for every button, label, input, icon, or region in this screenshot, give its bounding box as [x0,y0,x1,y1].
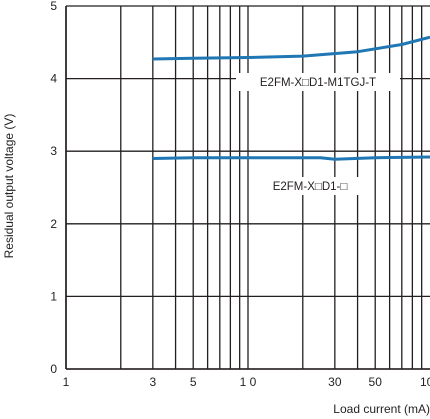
y-tick-label: 4 [50,72,57,86]
x-tick-label: 3 [149,375,156,389]
series-lines [152,35,430,161]
x-tick-label: 5 [190,375,197,389]
y-tick-label: 5 [50,0,57,13]
series-line-2 [152,155,430,161]
y-tick-label: 1 [50,289,57,303]
x-tick-label: 1 0 [240,375,257,389]
series-label-1: E2FM-X□D1-M1TGJ-T [260,77,376,89]
plot-frame [65,6,430,370]
x-tick-label: 30 [328,375,342,389]
grid-lines [65,5,430,370]
x-tick-label: 1 [63,375,70,389]
series-labels: E2FM-X□D1-M1TGJ-T E2FM-X□D1-□ [236,73,400,195]
series-label-2: E2FM-X□D1-□ [273,181,348,193]
y-axis-title: Residual output voltage (V) [2,114,16,259]
series-label-background [255,177,365,195]
x-axis-title: Load current (mA) [333,402,430,416]
x-tick-label: 100 [420,375,430,389]
y-tick-labels: 0 1 2 3 4 5 [50,0,57,376]
x-tick-label: 50 [369,375,383,389]
series-line-1 [152,35,430,61]
y-tick-label: 2 [50,217,57,231]
y-tick-label: 3 [50,144,57,158]
y-tick-label: 0 [50,362,57,376]
series-label-background [236,73,400,91]
